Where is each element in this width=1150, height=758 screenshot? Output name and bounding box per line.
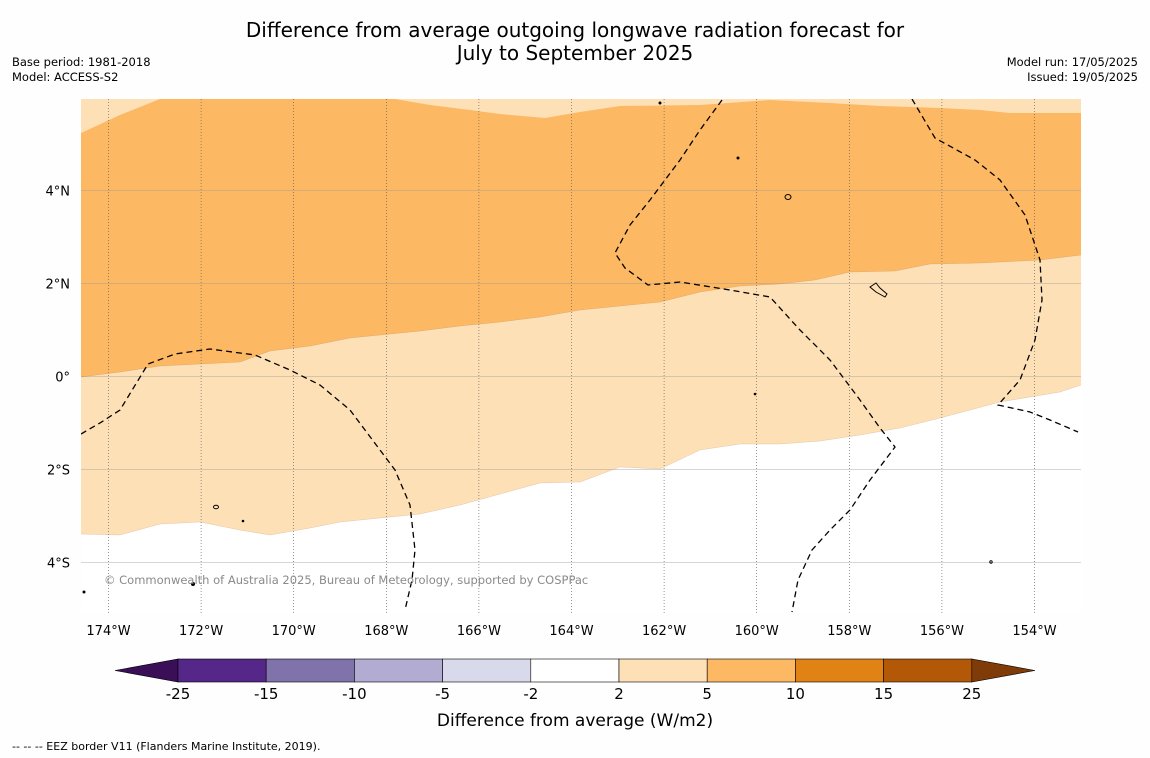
islands: [82, 101, 993, 594]
colorbar-tick-label: -15: [254, 685, 279, 703]
colorbar-tick-label: 10: [786, 685, 805, 703]
colorbar-tick-label: 15: [874, 685, 893, 703]
colorbar-tick-labels: -25 -15 -10 -5 -2 2 5 10 15 25: [166, 685, 982, 703]
latitude-label: 2°S: [47, 464, 70, 479]
colorbar-tick-label: -2: [523, 685, 538, 703]
colorbar-arrow-low: [114, 658, 179, 683]
issued-text: Issued: 19/05/2025: [1027, 70, 1138, 84]
longitude-label: 168°W: [364, 624, 408, 639]
colorbar-arrow-high: [971, 658, 1036, 683]
eez-border-central: [614, 99, 896, 613]
colorbar-tick-label: 25: [962, 685, 981, 703]
longitude-label: 158°W: [827, 624, 871, 639]
eez-border-west: [81, 348, 416, 611]
longitude-label: 154°W: [1012, 624, 1056, 639]
colorbar-segment: [265, 658, 355, 683]
eez-border-east: [911, 99, 1079, 433]
base-period-text: Base period: 1981-2018: [12, 55, 151, 69]
colorbar-segment: [706, 658, 796, 683]
island-shape: [736, 156, 740, 160]
longitude-label: 174°W: [86, 624, 130, 639]
longitude-label: 160°W: [735, 624, 779, 639]
longitude-label: 166°W: [457, 624, 501, 639]
title-line-1: Difference from average outgoing longwav…: [245, 18, 905, 42]
island-shape: [753, 392, 757, 396]
colorbar-segment: [883, 658, 973, 683]
colorbar-segment: [618, 658, 708, 683]
meta-right: Model run: 17/05/2025 Issued: 19/05/2025: [1007, 55, 1138, 85]
anomaly-region-5-10: [81, 99, 1081, 377]
island-shape: [784, 194, 792, 200]
copyright-text: © Commonwealth of Australia 2025, Bureau…: [104, 573, 588, 587]
island-shape: [241, 519, 245, 523]
island-shape: [989, 560, 993, 564]
model-run-text: Model run: 17/05/2025: [1006, 55, 1138, 69]
colorbar-tick-label: -5: [435, 685, 450, 703]
colorbar-tick-label: -10: [342, 685, 367, 703]
longitude-labels: 174°W 172°W 170°W 168°W 166°W 164°W 162°W 160°W…: [86, 624, 1056, 639]
colorbar-tick-label: 2: [614, 685, 624, 703]
latitude-label: 4°N: [46, 185, 71, 200]
latitude-label: 2°N: [46, 278, 71, 293]
colorbar-segment: [530, 658, 620, 683]
island-shape: [82, 590, 86, 594]
map-fill-layer: [81, 99, 1081, 614]
longitude-label: 162°W: [642, 624, 686, 639]
colorbar-segment: [354, 658, 443, 683]
latitude-labels: 4°N 2°N 0° 2°S 4°S: [46, 185, 71, 572]
island-shape: [191, 582, 195, 586]
longitude-label: 172°W: [179, 624, 223, 639]
map-title: Difference from average outgoing longwav…: [0, 19, 1150, 65]
latitude-label: 4°S: [47, 557, 70, 572]
island-shape: [213, 504, 219, 510]
colorbar-segment: [177, 658, 267, 683]
island-shape: [869, 282, 888, 298]
colorbar-label: Difference from average (W/m2): [437, 711, 713, 731]
longitude-label: 164°W: [549, 624, 593, 639]
model-text: Model: ACCESS-S2: [12, 70, 119, 84]
latitude-label: 0°: [55, 371, 70, 386]
eez-footnote: -- -- -- EEZ border V11 (Flanders Marine…: [12, 740, 321, 753]
colorbar-tick-label: -25: [166, 685, 191, 703]
meta-left: Base period: 1981-2018 Model: ACCESS-S2: [12, 55, 151, 85]
colorbar-segment: [795, 658, 884, 683]
colorbar: [114, 658, 1036, 683]
island-shape: [658, 101, 662, 105]
colorbar-segment: [442, 658, 532, 683]
title-line-2: July to September 2025: [456, 41, 694, 65]
graticule: [81, 99, 1081, 613]
colorbar-tick-label: 5: [702, 685, 712, 703]
longitude-label: 156°W: [920, 624, 964, 639]
longitude-label: 170°W: [272, 624, 316, 639]
eez-borders: [81, 99, 1079, 613]
